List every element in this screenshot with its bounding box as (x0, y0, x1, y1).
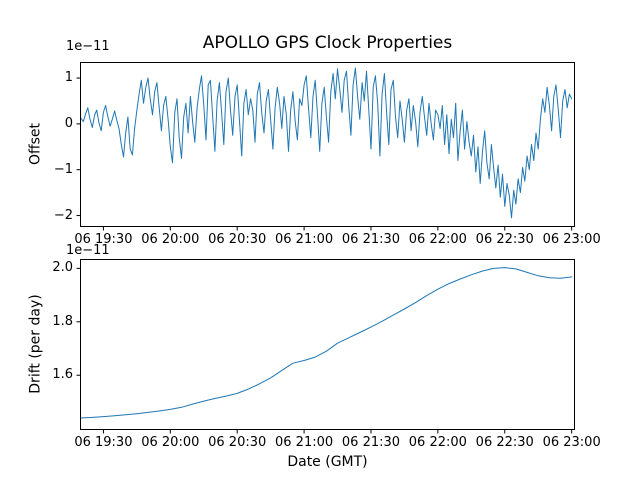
offset-series-line (80, 67, 573, 219)
offset-axes (76, 62, 575, 231)
y-tick-label: 1.6 (52, 367, 73, 383)
x-tick-label: 06 22:30 (475, 435, 534, 450)
y-tick-label: −1 (53, 161, 73, 177)
x-tick-label: 06 21:30 (341, 435, 401, 450)
drift-scale-label: 1e−11 (66, 243, 110, 258)
x-tick-label: 06 19:30 (74, 435, 133, 450)
y-axis-label-drift: Drift (per day) (27, 294, 44, 394)
x-tick-label: 06 23:00 (542, 435, 601, 450)
drift-axes (76, 259, 575, 434)
x-tick-label: 06 20:00 (141, 435, 200, 450)
x-tick-label: 06 21:00 (275, 435, 334, 450)
axes-frame (80, 259, 575, 430)
x-tick-label: 06 20:00 (141, 232, 200, 247)
drift-series-line (80, 267, 573, 419)
chart-title: APOLLO GPS Clock Properties (202, 33, 453, 53)
y-tick-label: −2 (53, 207, 73, 223)
x-tick-label: 06 22:30 (475, 232, 534, 247)
x-tick-label: 06 21:00 (275, 232, 334, 247)
x-tick-label: 06 22:00 (408, 435, 467, 450)
offset-scale-label: 1e−11 (66, 39, 110, 54)
x-tick-label: 06 23:00 (542, 232, 601, 247)
x-axis-label: Date (GMT) (287, 454, 368, 470)
x-tick-label: 06 20:30 (208, 435, 267, 450)
axes-frame (80, 62, 575, 227)
x-tick-label: 06 21:30 (341, 232, 401, 247)
y-tick-label: 1.8 (52, 313, 73, 329)
y-axis-label-offset: Offset (27, 122, 44, 166)
x-tick-label: 06 22:00 (408, 232, 467, 247)
y-tick-label: 2.0 (52, 260, 73, 276)
y-tick-label: 0 (64, 115, 73, 131)
y-tick-label: 1 (64, 70, 73, 86)
x-tick-label: 06 20:30 (208, 232, 267, 247)
